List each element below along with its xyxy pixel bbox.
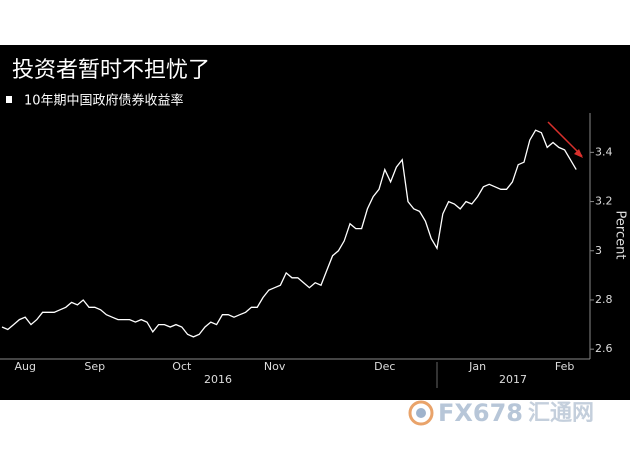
year-label: 2016 <box>204 373 232 386</box>
x-tick-label: Nov <box>264 360 286 373</box>
legend-swatch <box>6 96 12 103</box>
y-tick-label: 2.8 <box>595 293 613 306</box>
trend-arrowhead <box>574 149 583 158</box>
watermark-logo <box>408 400 434 426</box>
x-tick-label: Dec <box>374 360 395 373</box>
year-label: 2017 <box>499 373 527 386</box>
y-tick-label: 3.2 <box>595 195 613 208</box>
chart-title: 投资者暂时不担忧了 <box>12 58 210 83</box>
trend-arrow <box>547 121 583 157</box>
legend-label: 10年期中国政府债券收益率 <box>24 93 184 109</box>
x-tick-label: Oct <box>172 360 192 373</box>
y-tick-label: 3 <box>595 244 602 257</box>
watermark-logo-dot <box>416 408 426 418</box>
y-tick-label: 3.4 <box>595 145 613 158</box>
x-tick-label: Feb <box>555 360 574 373</box>
x-tick-label: Sep <box>84 360 105 373</box>
y-axis-label: Percent <box>613 211 628 260</box>
watermark-cn: 汇通网 <box>528 401 594 426</box>
x-tick-label: Jan <box>468 360 486 373</box>
y-tick-label: 2.6 <box>595 342 613 355</box>
chart-background <box>0 45 630 400</box>
watermark: FX678 <box>438 399 523 427</box>
series-line <box>1 129 577 338</box>
x-tick-label: Aug <box>14 360 35 373</box>
